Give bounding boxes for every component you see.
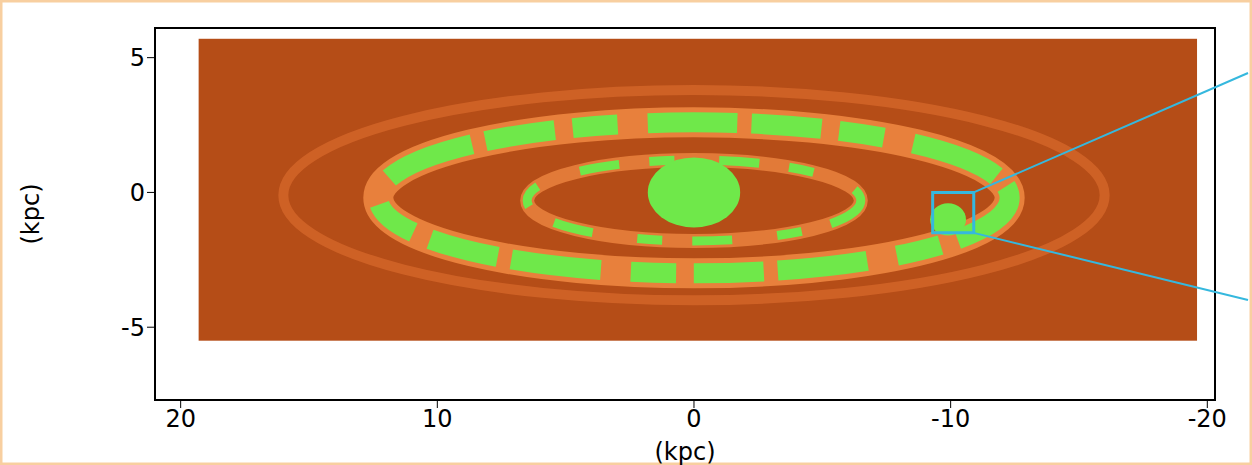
svg-text:5: 5: [130, 44, 145, 72]
svg-text:0: 0: [130, 179, 145, 207]
svg-text:-20: -20: [1188, 405, 1227, 433]
svg-text:10: 10: [422, 405, 453, 433]
svg-text:-10: -10: [931, 405, 970, 433]
svg-text:0: 0: [686, 405, 701, 433]
svg-text:20: 20: [165, 405, 196, 433]
svg-text:-5: -5: [121, 314, 145, 342]
svg-text:(kpc): (kpc): [17, 183, 45, 244]
svg-text:(kpc): (kpc): [654, 438, 715, 465]
